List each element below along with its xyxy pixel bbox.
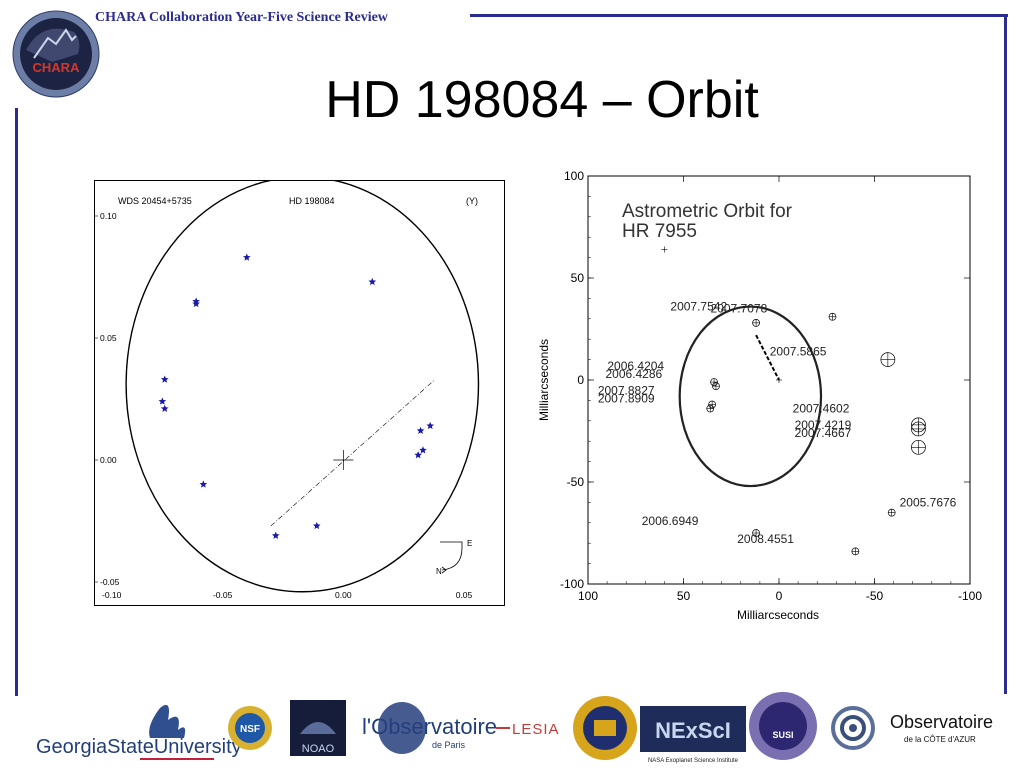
svg-text:de la CÔTE d'AZUR: de la CÔTE d'AZUR [904,735,976,744]
star-marker [419,446,427,454]
svg-text:de Paris: de Paris [432,740,466,750]
star-marker [192,299,200,308]
x-tick-label: 100 [578,589,598,603]
star-marker [271,531,280,539]
x-tick-label: 0.00 [335,590,352,600]
lesia-logo: LESIA [496,721,560,738]
x-tick-label: -50 [866,589,884,603]
y-tick-label: 0.10 [100,211,117,221]
epoch-label: 2007.4219 [795,418,852,432]
star-marker [160,375,169,383]
compass-icon: E N [436,539,472,576]
periastron-line [755,334,780,381]
epoch-label: 2008.4551 [737,532,794,546]
y-tick-label: -50 [567,475,585,489]
svg-text:Observatoire: Observatoire [890,712,993,732]
orbit-ellipse [125,180,480,593]
y-tick-label: 100 [564,169,584,183]
epoch-label: 2007.8909 [598,391,655,405]
frame-left-rule [15,108,18,696]
epoch-label: 2007.7078 [711,302,768,316]
epoch-label: 2006.4286 [605,367,662,381]
chara-logo: CHARA [12,10,100,98]
nsf-seal-icon: NSF [228,706,272,750]
compass-east-label: E [467,539,472,548]
x-tick-label: 50 [677,589,691,603]
michigan-seal-icon [573,696,637,760]
svg-text:SUSI: SUSI [772,730,793,740]
noao-logo: NOAO [290,700,346,756]
observatoire-paris-logo: l'Observatoire de Paris [362,702,497,754]
star-marker [426,421,435,430]
epoch-label: 2006.6949 [642,514,699,528]
x-tick-label: -0.05 [213,590,233,600]
gsu-text: GeorgiaStateUniversity [36,736,242,758]
footer-logos: GeorgiaStateUniversity NSF NOAO l'Observ… [36,692,993,764]
compass-north-label: N [436,567,442,576]
epoch-label: 2007.7542 [670,300,727,314]
chara-logo-text: CHARA [33,60,81,75]
y-tick-label: -100 [560,577,584,591]
orbit-plot-left: WDS 20454+5735 HD 198084 (Y) 0.10 0.05 0.0… [94,180,505,606]
frame-right-rule [1004,14,1007,694]
slide-title: HD 198084 – Orbit [325,71,759,129]
nexsci-logo: NExScI NASA Exoplanet Science Institute [640,706,746,764]
frame-top-rule [470,14,1008,17]
svg-text:NASA Exoplanet Science Institu: NASA Exoplanet Science Institute [648,758,739,764]
epoch-label: 2005.7676 [900,495,957,509]
y-tick-label: 0 [577,373,584,387]
star-marker [414,451,422,459]
georgia-state-logo: GeorgiaStateUniversity [36,704,242,760]
plot-left-header-right: (Y) [466,196,478,206]
plot-right-xlabel: Milliarcseconds [737,608,819,622]
oca-logo: Observatoire de la CÔTE d'AZUR [890,712,993,744]
line-of-nodes [270,379,436,527]
orbit-ellipse [678,305,823,488]
star-marker [312,521,321,530]
y-tick-label: -0.05 [100,577,120,587]
epoch-label: 2007.4602 [793,402,850,416]
star-marker [416,426,425,434]
y-tick-label: 0.05 [100,333,117,343]
epoch-label: 2007.5865 [770,345,827,359]
epoch-label: 2007.8827 [598,383,655,397]
epoch-label: 2007.4667 [795,426,852,440]
y-tick-label: 0.00 [100,455,117,465]
spiral-icon [831,706,875,750]
x-tick-label: -100 [958,589,982,603]
svg-text:NExScI: NExScI [655,718,731,743]
plot-left-header-left: WDS 20454+5735 [118,196,192,206]
star-marker [368,277,377,286]
susi-seal-icon: SUSI [749,692,817,760]
svg-text:LESIA: LESIA [512,721,560,738]
y-tick-label: 50 [571,271,585,285]
svg-text:NSF: NSF [240,724,260,735]
star-marker [199,480,208,488]
header-title: CHARA Collaboration Year-Five Science Re… [95,10,388,25]
star-marker [160,404,169,412]
x-tick-label: 0.05 [456,590,473,600]
x-tick-label: 0 [776,589,783,603]
plot-right-title-line1: Astrometric Orbit for [622,201,793,222]
plot-left-header-center: HD 198084 [289,196,335,206]
star-marker [158,397,167,405]
plot-right-title-line2: HR 7955 [622,221,697,242]
epoch-label: 2006.4204 [607,359,664,373]
x-tick-label: -0.10 [102,590,122,600]
star-marker [243,253,251,261]
svg-text:NOAO: NOAO [302,743,335,755]
plot-right-ylabel: Milliarcseconds [538,339,551,421]
